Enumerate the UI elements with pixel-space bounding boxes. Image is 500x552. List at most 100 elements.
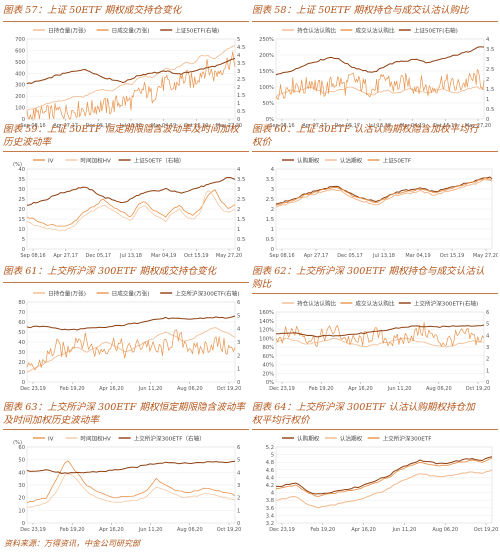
y-tick-label: 1.5 bbox=[266, 217, 274, 223]
chart-59: IV 时间加权HV 上证50ETF（右轴）0510152025303540(%)00… bbox=[13, 157, 245, 260]
series-line bbox=[275, 69, 485, 100]
x-tick-label: Mar 04,19 bbox=[405, 253, 430, 259]
y-tick-label: 200% bbox=[259, 53, 274, 59]
y-tick-label: 0.5 bbox=[266, 237, 274, 243]
y-axis: 0% 20% 40% 60% 80% 100% 120% 140% 160% bbox=[259, 310, 484, 386]
legend-label: 日持仓量(万张) bbox=[48, 290, 86, 298]
y-tick-label: 4.4 bbox=[266, 475, 275, 481]
y2-tick-label: 3.5 bbox=[237, 177, 245, 183]
series-line bbox=[26, 329, 236, 371]
chart-title: 图表 62：上交所沪深 300ETF 期权持仓与成交认沽认购比 bbox=[252, 266, 485, 290]
y-tick-label: 4.6 bbox=[266, 468, 274, 474]
x-axis: Dec 23,19 Feb 19,20 Apr 16,20 Jun 11,20 Aug … bbox=[20, 382, 241, 392]
y2-tick-label: 3.5 bbox=[237, 61, 245, 67]
y-tick-label: 40 bbox=[18, 167, 25, 173]
legend: 持仓认沽认购比 成交认沽认购比 上交所沪深300ETF(右轴) bbox=[282, 300, 478, 308]
y-tick-label: 3.2 bbox=[266, 521, 274, 527]
x-tick-label: Feb 19,20 bbox=[60, 386, 85, 392]
y-tick-label: 5.2 bbox=[266, 445, 274, 451]
y-axis: 0 10 20 30 40 50 60 70 80 bbox=[18, 300, 235, 386]
y-tick-label: 1 bbox=[271, 227, 274, 233]
x-tick-label: Jun 11,20 bbox=[138, 527, 163, 533]
y2-axis: 0 1 2 3 4 5 6 bbox=[486, 310, 490, 386]
y2-tick-label: 4 bbox=[237, 470, 241, 476]
x-tick-label: Mar 04,19 bbox=[151, 253, 176, 259]
x-tick-label: Dec 05,17 bbox=[86, 253, 112, 259]
legend-label: 认购期权 bbox=[297, 157, 320, 165]
x-tick-label: Sep 08,16 bbox=[269, 123, 294, 129]
y-tick-label: 150% bbox=[259, 69, 274, 75]
y-tick-label: 3.5 bbox=[266, 177, 274, 183]
y2-tick-label: 0 bbox=[486, 380, 489, 386]
y2-tick-label: 1.5 bbox=[237, 93, 245, 99]
legend-label: IV bbox=[48, 437, 54, 443]
y2-tick-label: 2.5 bbox=[237, 77, 245, 83]
title-divider bbox=[252, 21, 498, 22]
y-tick-label: 0 bbox=[22, 380, 25, 386]
x-tick-label: Dec 23,19 bbox=[269, 527, 295, 533]
chart-title: 图表 60：上证 50ETF 认沽认购期权隐含加权平均行权价 bbox=[252, 124, 479, 148]
legend-label: 成交认沽认购比 bbox=[355, 300, 395, 308]
legend-label: IV bbox=[48, 159, 54, 165]
x-tick-label: Oct 19,20 bbox=[466, 386, 491, 392]
y-tick-label: 50 bbox=[18, 330, 25, 336]
y-unit-label: (%) bbox=[13, 440, 22, 446]
chart-title: 图表 57：上证 50ETF 期权成交持仓变化 bbox=[3, 5, 182, 16]
y-tick-label: 60 bbox=[18, 320, 25, 326]
x-tick-label: Dec 23,19 bbox=[20, 527, 46, 533]
title-divider bbox=[3, 282, 249, 283]
y-axis: 0 0.5 1 1.5 2 2.5 3 3.5 4 bbox=[266, 167, 492, 253]
series-line bbox=[275, 457, 493, 497]
x-tick-label: Oct 19,20 bbox=[474, 527, 498, 533]
y2-tick-label: 1.5 bbox=[486, 87, 494, 93]
y2-tick-label: 6 bbox=[237, 300, 240, 306]
y-tick-label: 20 bbox=[18, 207, 25, 213]
y2-tick-label: 2.5 bbox=[237, 197, 245, 203]
y2-tick-label: 1 bbox=[237, 227, 240, 233]
y2-tick-label: 6 bbox=[237, 445, 240, 451]
x-tick-label: Aug 06,20 bbox=[177, 386, 203, 392]
x-tick-label: Jun 11,20 bbox=[138, 386, 163, 392]
legend-label: 时间加权HV bbox=[80, 435, 111, 443]
y2-tick-label: 1 bbox=[237, 508, 240, 514]
y2-tick-label: 2 bbox=[237, 353, 240, 359]
x-axis: Sep 08,16 Apr 27,17 Dec 05,17 Jul 13,18 Mar … bbox=[269, 119, 491, 129]
chart-title: 图表 63：上交所沪深 300ETF 期权恒定期限隐含波动率及时间加权历史波动率 bbox=[3, 402, 246, 426]
y-tick-label: 70 bbox=[18, 310, 25, 316]
y2-tick-label: 1 bbox=[486, 97, 489, 103]
y-tick-label: 5 bbox=[271, 453, 274, 459]
y2-axis: 0 1 2 3 4 5 6 bbox=[237, 300, 241, 386]
y2-tick-label: 5 bbox=[486, 322, 489, 328]
x-tick-label: Apr 27,17 bbox=[304, 253, 329, 259]
x-tick-label: Jul 13,18 bbox=[119, 253, 142, 259]
y-axis: 0 5 10 15 20 25 30 35 40(%) bbox=[13, 162, 235, 253]
chart-title: 图表 59：上证 50ETF 恒定期限隐含波动率及时间加权历史波动率 bbox=[3, 124, 239, 148]
y2-tick-label: 4 bbox=[237, 327, 241, 333]
x-tick-label: Dec 05,17 bbox=[335, 123, 361, 129]
x-axis: Sep 08,16 Apr 27,17 Dec 05,17 Jul 13,18 Mar … bbox=[20, 249, 242, 259]
y-tick-label: 3.8 bbox=[266, 498, 274, 504]
y2-tick-label: 3 bbox=[237, 340, 240, 346]
y-tick-label: 0 bbox=[271, 247, 274, 253]
y-tick-label: 4 bbox=[271, 491, 275, 497]
x-tick-label: Dec 23,19 bbox=[269, 386, 295, 392]
y2-tick-label: 0 bbox=[237, 521, 240, 527]
y-tick-label: 5 bbox=[22, 237, 25, 243]
x-tick-label: Aug 06,20 bbox=[426, 386, 452, 392]
y-tick-label: 0 bbox=[22, 247, 25, 253]
y-unit-label: (%) bbox=[13, 162, 22, 168]
legend-label: 日成交量(万张) bbox=[112, 27, 150, 35]
legend-label: 上证50ETF（右轴） bbox=[134, 157, 185, 165]
y-tick-label: 4 bbox=[271, 167, 275, 173]
legend-label: 时间加权HV bbox=[80, 157, 111, 165]
series-line bbox=[275, 46, 485, 76]
series-line bbox=[275, 86, 485, 98]
x-tick-label: Sep 08,16 bbox=[20, 123, 45, 129]
x-tick-label: Oct 15,19 bbox=[184, 253, 209, 259]
series-line bbox=[26, 460, 236, 474]
legend-label: 日成交量(万张) bbox=[112, 290, 150, 298]
x-tick-label: Apr 27,17 bbox=[53, 123, 78, 129]
x-tick-label: Sep 08,16 bbox=[20, 253, 45, 259]
legend-label: 认沽期权 bbox=[340, 435, 363, 443]
y2-tick-label: 2 bbox=[237, 85, 240, 91]
